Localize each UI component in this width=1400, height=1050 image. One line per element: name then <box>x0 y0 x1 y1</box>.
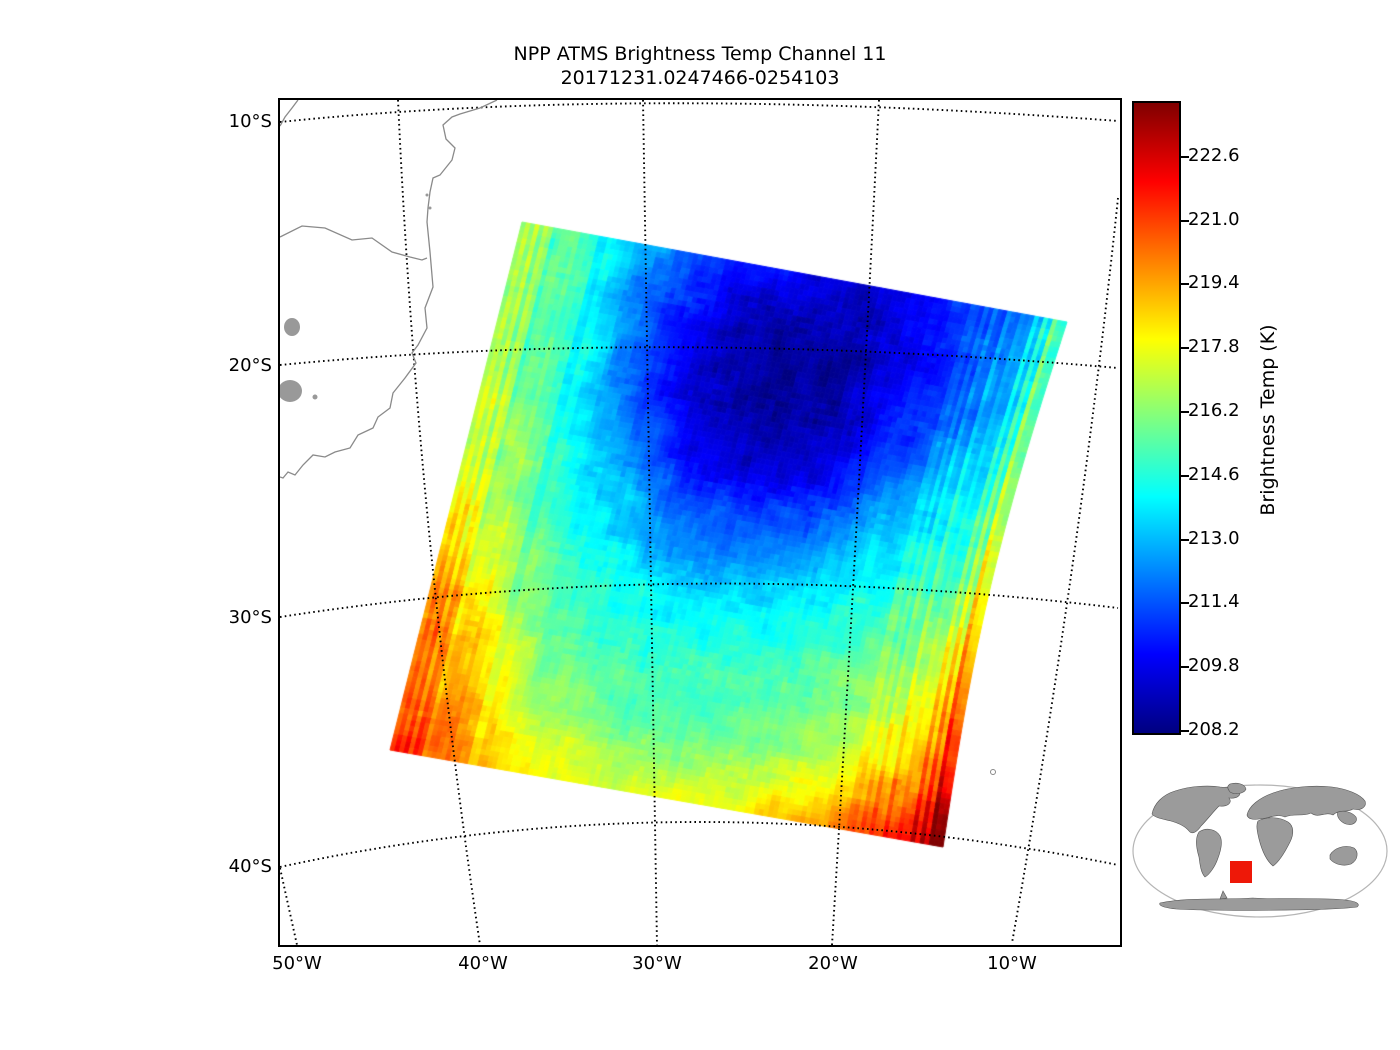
colorbar-tick-label: 213.0 <box>1188 527 1240 549</box>
coastal-island-dot <box>425 193 429 197</box>
inset-continents <box>1151 782 1366 911</box>
colorbar-tick-label: 211.4 <box>1188 591 1240 613</box>
longitude-gridline-30W <box>642 100 658 945</box>
coastline-path <box>280 100 498 479</box>
colorbar-tick-label: 221.0 <box>1188 208 1240 230</box>
inset-antarctic-peninsula <box>1219 890 1228 900</box>
colorbar-axis-label: Brightness Temp (K) <box>1257 324 1279 516</box>
inset-continent-africa <box>1256 817 1294 867</box>
colorbar-tick <box>1181 538 1189 541</box>
inset-continent-south-america <box>1196 828 1222 878</box>
inset-swath-location-box <box>1230 861 1252 883</box>
colorbar-tick-label: 209.8 <box>1188 655 1240 677</box>
longitude-gridline-10W <box>1011 197 1119 944</box>
x-tick-label: 40°W <box>458 953 508 974</box>
x-tick-label: 50°W <box>272 953 322 974</box>
coastline-corner-path <box>280 100 299 127</box>
plot-title: NPP ATMS Brightness Temp Channel 11 <box>513 43 887 65</box>
colorbar-tick-label: 222.6 <box>1188 144 1240 166</box>
y-tick-label: 30°S <box>228 607 272 628</box>
latitude-gridline-40S <box>280 821 1119 868</box>
inset-continent-north-america <box>1151 785 1241 834</box>
colorbar-tick <box>1181 411 1189 414</box>
x-tick-label: 10°W <box>987 953 1037 974</box>
colorbar-tick-label: 217.8 <box>1188 336 1240 358</box>
y-tick-label: 40°S <box>228 856 272 877</box>
lagoon-shape <box>284 318 300 336</box>
y-tick-label: 10°S <box>228 111 272 132</box>
x-tick-label: 20°W <box>808 953 858 974</box>
inset-continent-australia <box>1329 846 1358 866</box>
latitude-gridline-10S <box>280 102 1119 123</box>
colorbar-tick-label: 219.4 <box>1188 272 1240 294</box>
latitude-gridline-20S <box>280 346 1119 369</box>
inset-continent-southeast-asia <box>1337 810 1357 825</box>
colorbar-tick <box>1181 666 1189 669</box>
colorbar-tick <box>1181 219 1189 222</box>
colorbar-tick <box>1181 730 1189 732</box>
colorbar-tick-label: 214.6 <box>1188 463 1240 485</box>
colorbar-tick <box>1181 283 1189 286</box>
latitude-gridline-30S <box>280 582 1119 618</box>
island-marker <box>990 769 996 775</box>
map-frame <box>278 98 1122 947</box>
inset-continent-antarctica <box>1159 897 1359 911</box>
coastal-island-dot <box>428 206 432 210</box>
colorbar-tick <box>1181 155 1189 158</box>
lagoon-shape <box>312 394 318 400</box>
colorbar-gradient <box>1132 101 1181 735</box>
plot-subtitle: 20171231.0247466-0254103 <box>560 67 840 89</box>
grid-overlay-svg <box>280 100 1119 945</box>
colorbar-tick-label: 208.2 <box>1188 719 1240 740</box>
longitude-gridline-40W <box>397 100 481 945</box>
x-tick-label: 30°W <box>632 953 682 974</box>
colorbar-tick <box>1181 602 1189 605</box>
y-tick-label: 20°S <box>228 355 272 376</box>
colorbar-tick <box>1181 347 1189 350</box>
colorbar-tick-label: 216.2 <box>1188 400 1240 422</box>
river-border-path <box>280 225 428 261</box>
swath-canvas <box>280 100 1120 945</box>
colorbar-tick <box>1181 474 1189 477</box>
longitude-gridline-20W <box>831 100 880 945</box>
lagoon-shape <box>280 380 302 402</box>
inset-map <box>1132 782 1388 918</box>
inset-continent-greenland <box>1227 782 1247 794</box>
longitude-gridline-50W <box>280 867 298 945</box>
